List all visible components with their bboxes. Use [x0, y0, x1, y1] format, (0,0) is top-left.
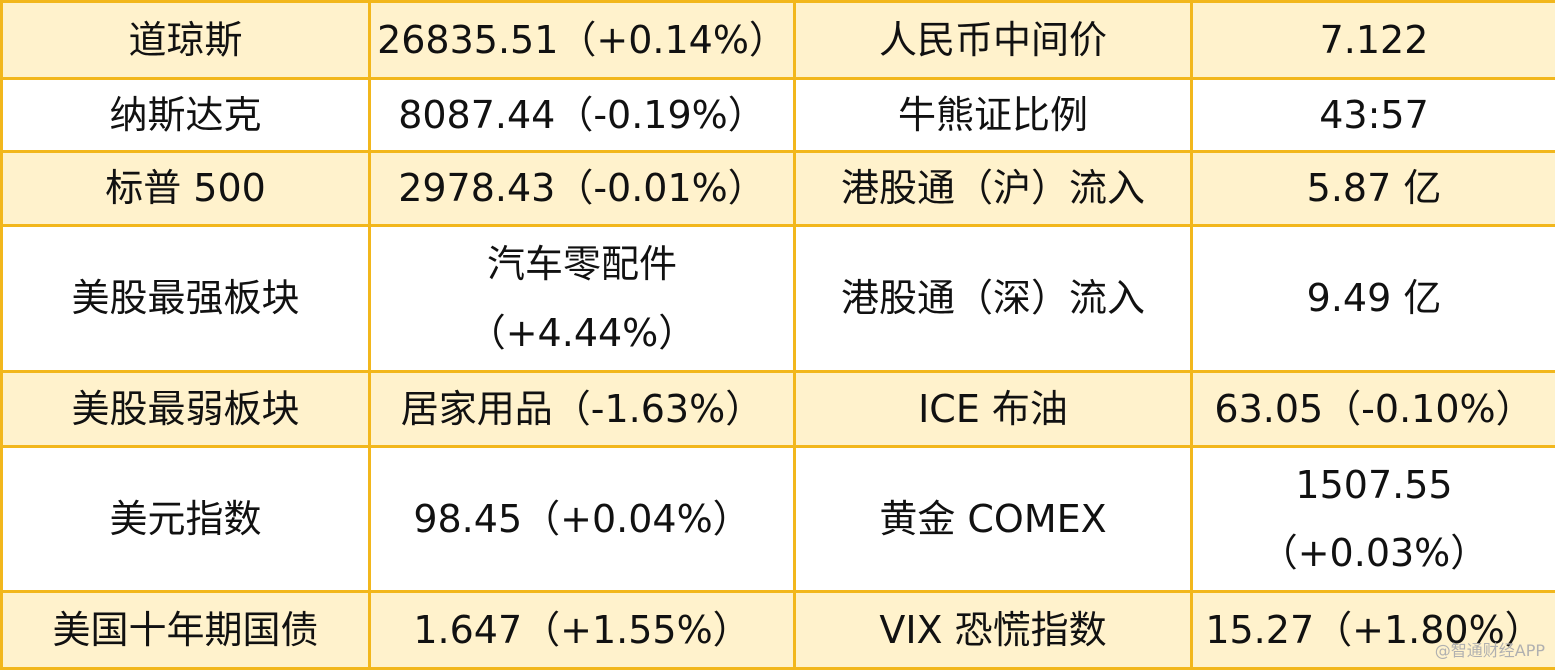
label-cell: 人民币中间价 — [795, 2, 1192, 79]
value-cell: 7.122 — [1192, 2, 1555, 79]
cell-line: （+4.44%） — [375, 299, 789, 367]
label-cell: VIX 恐慌指数 — [795, 592, 1192, 669]
value-cell: 8087.44（-0.19%） — [370, 79, 795, 152]
value-cell: 1.647（+1.55%） — [370, 592, 795, 669]
label-cell: 港股通（深）流入 — [795, 226, 1192, 372]
value-cell: 43:57 — [1192, 79, 1555, 152]
label-cell: 黄金 COMEX — [795, 447, 1192, 592]
value-cell: 1507.55（+0.03%） — [1192, 447, 1555, 592]
value-cell: 居家用品（-1.63%） — [370, 372, 795, 447]
cell-line: 汽车零配件 — [375, 230, 789, 298]
value-cell: 2978.43（-0.01%） — [370, 152, 795, 226]
value-cell: 98.45（+0.04%） — [370, 447, 795, 592]
value-cell: 汽车零配件（+4.44%） — [370, 226, 795, 372]
cell-line: （+0.03%） — [1197, 519, 1551, 587]
value-cell: 5.87 亿 — [1192, 152, 1555, 226]
label-cell: 美国十年期国债 — [2, 592, 370, 669]
label-cell: 港股通（沪）流入 — [795, 152, 1192, 226]
cell-line: 1507.55 — [1197, 451, 1551, 519]
watermark: @智通财经APP — [1435, 637, 1545, 661]
label-cell: 美股最弱板块 — [2, 372, 370, 447]
label-cell: 牛熊证比例 — [795, 79, 1192, 152]
value-cell: 63.05（-0.10%） — [1192, 372, 1555, 447]
label-cell: ICE 布油 — [795, 372, 1192, 447]
label-cell: 道琼斯 — [2, 2, 370, 79]
label-cell: 标普 500 — [2, 152, 370, 226]
value-cell: 26835.51（+0.14%） — [370, 2, 795, 79]
label-cell: 美元指数 — [2, 447, 370, 592]
label-cell: 美股最强板块 — [2, 226, 370, 372]
label-cell: 纳斯达克 — [2, 79, 370, 152]
value-cell: 9.49 亿 — [1192, 226, 1555, 372]
